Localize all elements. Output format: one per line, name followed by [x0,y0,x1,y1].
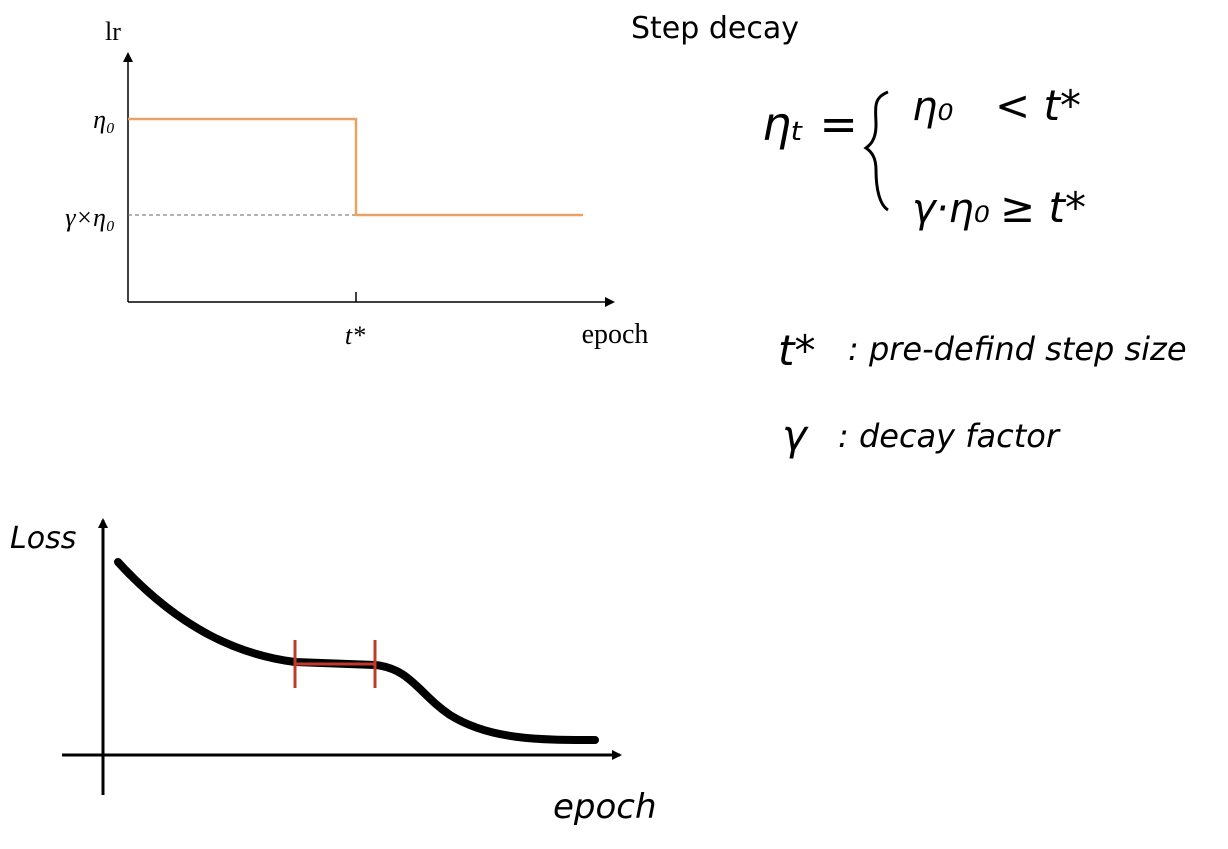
y-label: Loss [10,521,76,556]
loss-curve [114,558,599,744]
formula-lhs: ηₜ = [762,97,858,151]
title: Step decay [631,11,799,46]
case-condition: < t* [995,81,1081,130]
case-condition: ≥ t* [1000,183,1086,232]
def-text: : pre-defind step size [848,330,1187,368]
x-label: epoch [582,319,649,350]
y-tick-label: η₀ [93,105,115,134]
y-tick-label: γ×η₀ [65,203,115,232]
case-value: η₀ [912,84,953,130]
brace [863,90,889,212]
def-symbol: γ [782,411,809,460]
def-text: : decay factor [838,417,1061,455]
y-label: lr [105,17,121,46]
def-symbol: t* [778,326,815,375]
definitions: t* : pre-defind step size γ : decay fact… [778,326,1187,460]
x-label: epoch [553,787,657,827]
formula: ηₜ = η₀ < t* γ·η₀ ≥ t* [762,81,1086,232]
loss-plot: Loss epoch [10,518,657,827]
step-curve [128,117,583,217]
x-tick-label: t* [345,321,365,350]
lr-plot: lr η₀ γ×η₀ t* epoch [65,17,648,350]
case-value: γ·η₀ [912,186,990,232]
